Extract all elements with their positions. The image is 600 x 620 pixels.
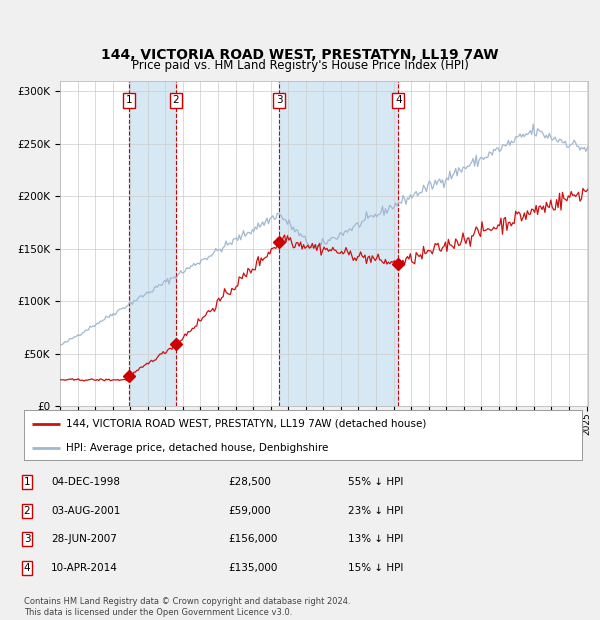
Text: Price paid vs. HM Land Registry's House Price Index (HPI): Price paid vs. HM Land Registry's House … <box>131 59 469 72</box>
Text: 03-AUG-2001: 03-AUG-2001 <box>51 506 121 516</box>
Text: 15% ↓ HPI: 15% ↓ HPI <box>348 563 403 573</box>
Text: 23% ↓ HPI: 23% ↓ HPI <box>348 506 403 516</box>
Text: 55% ↓ HPI: 55% ↓ HPI <box>348 477 403 487</box>
Text: 28-JUN-2007: 28-JUN-2007 <box>51 534 117 544</box>
Text: £156,000: £156,000 <box>228 534 277 544</box>
Text: £135,000: £135,000 <box>228 563 277 573</box>
Text: Contains HM Land Registry data © Crown copyright and database right 2024.
This d: Contains HM Land Registry data © Crown c… <box>24 598 350 617</box>
Text: 2: 2 <box>23 506 31 516</box>
Text: HPI: Average price, detached house, Denbighshire: HPI: Average price, detached house, Denb… <box>66 443 328 453</box>
Text: £59,000: £59,000 <box>228 506 271 516</box>
Text: £28,500: £28,500 <box>228 477 271 487</box>
Text: 1: 1 <box>125 95 132 105</box>
Text: 13% ↓ HPI: 13% ↓ HPI <box>348 534 403 544</box>
Text: 144, VICTORIA ROAD WEST, PRESTATYN, LL19 7AW (detached house): 144, VICTORIA ROAD WEST, PRESTATYN, LL19… <box>66 419 426 429</box>
Text: 1: 1 <box>23 477 31 487</box>
Text: 04-DEC-1998: 04-DEC-1998 <box>51 477 120 487</box>
Text: 4: 4 <box>23 563 31 573</box>
Text: 2: 2 <box>172 95 179 105</box>
Bar <box>129 81 176 406</box>
Text: 3: 3 <box>276 95 283 105</box>
Text: 3: 3 <box>23 534 31 544</box>
Text: 144, VICTORIA ROAD WEST, PRESTATYN, LL19 7AW: 144, VICTORIA ROAD WEST, PRESTATYN, LL19… <box>101 48 499 62</box>
Text: 10-APR-2014: 10-APR-2014 <box>51 563 118 573</box>
Bar <box>280 81 398 406</box>
Text: 4: 4 <box>395 95 401 105</box>
